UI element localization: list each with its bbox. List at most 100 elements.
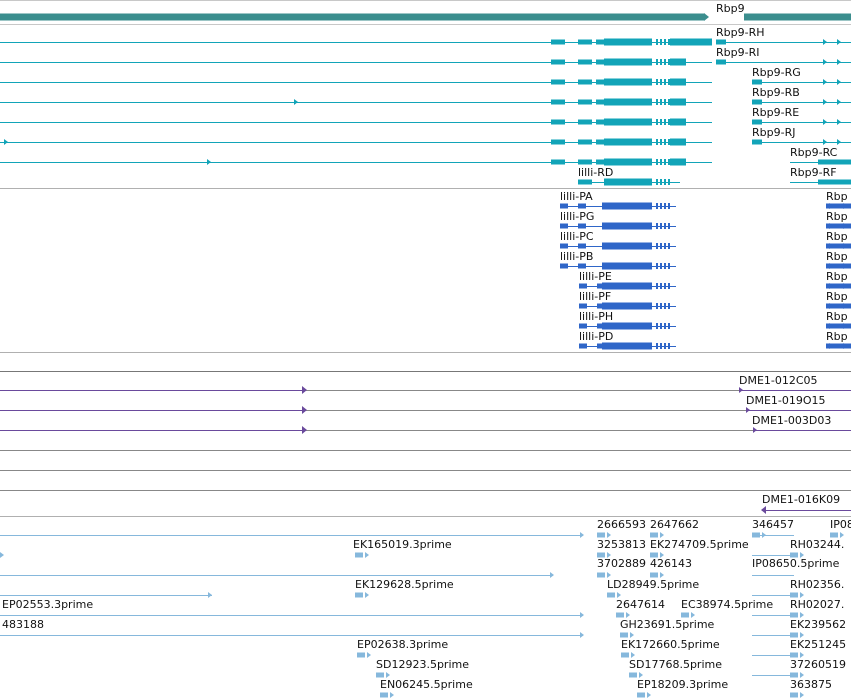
exon-block xyxy=(752,119,762,125)
protein-label[interactable]: lilli-PB xyxy=(560,250,594,263)
transcript-label[interactable]: lilli-RD xyxy=(578,166,614,179)
strand-arrow xyxy=(823,39,827,45)
exon-block xyxy=(664,139,666,145)
exon-block xyxy=(551,159,565,165)
protein-label[interactable]: lilli-PG xyxy=(560,210,595,223)
est-label[interactable]: 483188 xyxy=(2,618,44,631)
est-label[interactable]: IP08 xyxy=(830,518,851,531)
exon-block xyxy=(660,39,662,45)
protein-label[interactable]: Rbp xyxy=(826,270,848,283)
transcript-label[interactable]: Rbp9-RI xyxy=(716,46,760,59)
exon-block xyxy=(578,159,592,165)
exon-block xyxy=(660,303,662,309)
protein-label[interactable]: Rbp xyxy=(826,250,848,263)
exon-block xyxy=(596,99,604,105)
exon-block xyxy=(656,283,658,289)
exon-block xyxy=(660,59,662,65)
est-label[interactable]: GH23691.5prime xyxy=(620,618,715,631)
est-label[interactable]: 2666593 xyxy=(597,518,646,531)
exon-block xyxy=(656,343,658,349)
transcript-label[interactable]: Rbp9-RE xyxy=(752,106,800,119)
est-label[interactable]: EK172660.5prime xyxy=(621,638,720,651)
protein-label[interactable]: lilli-PH xyxy=(579,310,614,323)
track-separator xyxy=(0,470,851,471)
exon-block xyxy=(578,119,592,125)
protein-label[interactable]: lilli-PE xyxy=(579,270,612,283)
exon-block xyxy=(660,223,662,229)
protein-block xyxy=(826,243,851,249)
protein-label[interactable]: lilli-PC xyxy=(560,230,594,243)
protein-block xyxy=(602,262,652,270)
transcript-label[interactable]: Rbp9-RF xyxy=(790,166,837,179)
est-label[interactable]: EK274709.5prime xyxy=(650,538,749,551)
est-label[interactable]: SD17768.5prime xyxy=(629,658,722,671)
protein-label[interactable]: Rbp xyxy=(826,290,848,303)
protein-label[interactable]: Rbp xyxy=(826,330,848,343)
est-label[interactable]: EP18209.3prime xyxy=(637,678,729,691)
cds-block xyxy=(670,38,712,46)
exon-block xyxy=(664,303,666,309)
exon-block xyxy=(664,79,666,85)
est-label[interactable]: SD12923.5prime xyxy=(376,658,469,671)
est-label[interactable]: EP02638.3prime xyxy=(357,638,449,651)
est-block xyxy=(637,692,645,698)
est-label[interactable]: 3253813 xyxy=(597,538,646,551)
transcript-label[interactable]: Rbp9-RJ xyxy=(752,126,796,139)
exon-block xyxy=(551,119,565,125)
est-label[interactable]: EK251245 xyxy=(790,638,847,651)
exon-block xyxy=(668,303,670,309)
exon-block xyxy=(668,343,670,349)
protein-label[interactable]: Rbp xyxy=(826,310,848,323)
transcript-label[interactable]: Rbp9-RH xyxy=(716,26,765,39)
est-label[interactable]: 3702889 xyxy=(597,557,646,570)
exon-block xyxy=(660,203,662,209)
gene-label-rbp9[interactable]: Rbp9 xyxy=(716,2,745,15)
cds-block xyxy=(670,78,686,86)
est-label[interactable]: RH02027. xyxy=(790,598,845,611)
strand-arrow xyxy=(829,203,833,209)
est-label[interactable]: EK129628.5prime xyxy=(355,578,454,591)
est-label[interactable]: 2647614 xyxy=(616,598,665,611)
est-label[interactable]: EP02553.3prime xyxy=(2,598,94,611)
exon-block xyxy=(668,203,670,209)
strand-arrow xyxy=(837,79,841,85)
est-label[interactable]: 346457 xyxy=(752,518,794,531)
est-label[interactable]: EC38974.5prime xyxy=(681,598,774,611)
est-label[interactable]: IP08650.5prime xyxy=(752,557,840,570)
protein-block xyxy=(826,263,851,269)
est-label[interactable]: LD28949.5prime xyxy=(607,578,700,591)
protein-label[interactable]: lilli-PD xyxy=(579,330,614,343)
est-label[interactable]: 37260519 xyxy=(790,658,846,671)
est-label[interactable]: EN06245.5prime xyxy=(380,678,473,691)
cdna-clone-label[interactable]: DME1-019O15 xyxy=(746,394,826,407)
exon-block xyxy=(597,343,605,349)
exon-block xyxy=(660,79,662,85)
est-label[interactable]: RH03244. xyxy=(790,538,845,551)
protein-label[interactable]: Rbp xyxy=(826,230,848,243)
protein-label[interactable]: Rbp xyxy=(826,190,848,203)
est-block xyxy=(376,672,384,678)
exon-block xyxy=(752,139,762,145)
est-label[interactable]: RH02356. xyxy=(790,578,845,591)
est-block xyxy=(355,592,363,598)
est-label[interactable]: 363875 xyxy=(790,678,832,691)
protein-block xyxy=(602,202,652,210)
protein-label[interactable]: lilli-PF xyxy=(579,290,612,303)
est-label[interactable]: EK165019.3prime xyxy=(353,538,452,551)
protein-label[interactable]: Rbp xyxy=(826,210,848,223)
cdna-clone-label[interactable]: DME1-016K09 xyxy=(762,493,841,506)
est-label[interactable]: 2647662 xyxy=(650,518,699,531)
est-block xyxy=(830,532,838,538)
protein-label[interactable]: lilli-PA xyxy=(560,190,593,203)
transcript-label[interactable]: Rbp9-RC xyxy=(790,146,838,159)
est-block xyxy=(681,612,689,618)
est-label[interactable]: EK239562 xyxy=(790,618,847,631)
cdna-clone-label[interactable]: DME1-012C05 xyxy=(739,374,818,387)
transcript-label[interactable]: Rbp9-RB xyxy=(752,86,800,99)
cdna-clone-label[interactable]: DME1-003D03 xyxy=(752,414,832,427)
transcript-label[interactable]: Rbp9-RG xyxy=(752,66,801,79)
exon-block xyxy=(660,119,662,125)
exon-block xyxy=(656,139,658,145)
est-label[interactable]: 426143 xyxy=(650,557,692,570)
